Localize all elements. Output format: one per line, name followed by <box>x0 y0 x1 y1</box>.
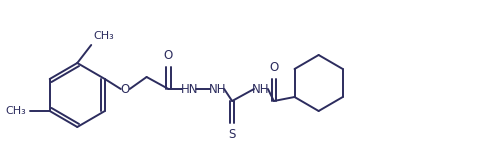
Text: NH: NH <box>252 82 270 95</box>
Text: S: S <box>228 128 236 141</box>
Text: O: O <box>164 49 173 62</box>
Text: HN: HN <box>181 82 198 95</box>
Text: CH₃: CH₃ <box>93 31 114 41</box>
Text: O: O <box>269 61 279 74</box>
Text: O: O <box>120 82 129 95</box>
Text: NH: NH <box>209 82 226 95</box>
Text: CH₃: CH₃ <box>5 106 26 116</box>
